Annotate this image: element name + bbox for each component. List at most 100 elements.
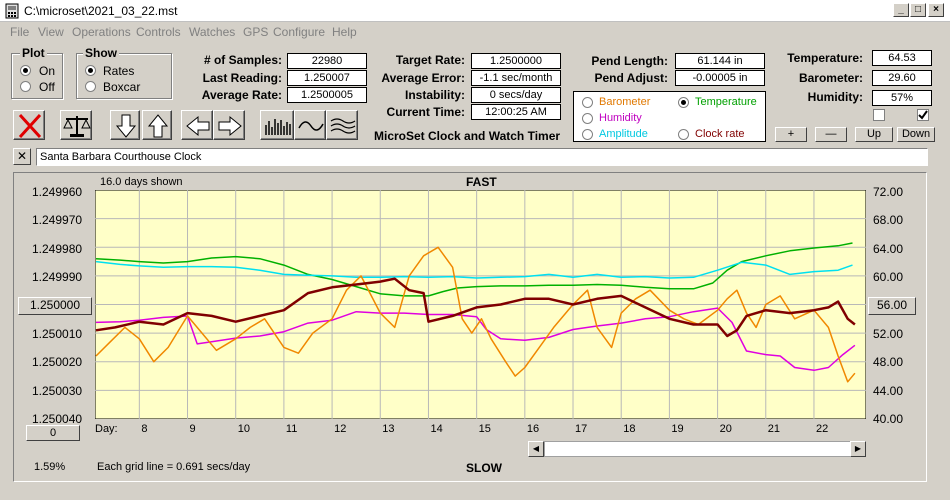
arrow-up-button[interactable] <box>142 110 172 140</box>
day-tick-label: 14 <box>430 423 443 435</box>
show-group <box>76 53 172 99</box>
scroll-right-button[interactable]: ▶ <box>850 441 866 457</box>
days-shown-label: 16.0 days shown <box>100 176 183 188</box>
menu-controls[interactable]: Controls <box>136 25 181 39</box>
show-boxcar-label: Boxcar <box>103 80 141 94</box>
checkmark-icon <box>918 110 928 120</box>
left-scroll-value-button[interactable]: 0 <box>26 425 80 441</box>
multi-wave-button[interactable] <box>326 110 358 140</box>
left-axis-tick: 1.250010 <box>32 327 83 341</box>
humidity-option-label: Humidity <box>599 112 642 124</box>
horizontal-scrollbar[interactable] <box>544 441 851 457</box>
pend-adjust-value: -0.00005 in <box>675 70 765 86</box>
right-axis-tick: 64.00 <box>873 242 904 256</box>
reference-temperature-button[interactable]: 56.00 <box>868 297 916 315</box>
menu-watches[interactable]: Watches <box>189 25 236 39</box>
samples-label: # of Samples: <box>203 53 282 67</box>
option-checkbox-left[interactable] <box>873 109 885 121</box>
clock-name-field[interactable]: Santa Barbara Courthouse Clock <box>36 148 928 166</box>
average-error-label: Average Error: <box>381 71 465 85</box>
barometer-radio[interactable] <box>582 97 593 108</box>
window-title: C:\microset\2021_03_22.mst <box>24 4 178 18</box>
grid-note: Each grid line = 0.691 secs/day <box>97 461 251 473</box>
barometer-option-label: Barometer <box>599 96 651 108</box>
average-rate-value: 1.2500005 <box>287 87 367 103</box>
series-line-2 <box>95 307 856 372</box>
show-boxcar-radio[interactable] <box>85 81 96 92</box>
option-checkbox-right[interactable] <box>917 109 929 121</box>
day-tick-label: 17 <box>575 423 588 435</box>
menu-configure[interactable]: Configure <box>273 25 326 39</box>
clock-rate-radio[interactable] <box>678 129 689 140</box>
humidity-value: 57% <box>872 90 932 106</box>
current-time-value: 12:00:25 AM <box>471 104 561 120</box>
left-axis-tick: 1.249990 <box>32 270 83 284</box>
title-bar: C:\microset\2021_03_22.mst _ □ × <box>0 0 950 22</box>
left-axis-tick: 1.250030 <box>32 384 83 398</box>
arrow-right-button[interactable] <box>213 110 245 140</box>
instability-label: Instability: <box>404 88 465 102</box>
day-tick-label: 19 <box>671 423 684 435</box>
day-axis-label: Day: <box>95 423 118 435</box>
chart-grid <box>95 190 866 419</box>
humidity-radio[interactable] <box>582 113 593 124</box>
multi-wave-icon <box>330 118 356 134</box>
menu-gps[interactable]: GPS <box>243 25 269 39</box>
arrow-left-icon <box>186 115 210 137</box>
menu-operations[interactable]: Operations <box>72 25 131 39</box>
target-rate-value: 1.2500000 <box>471 53 561 69</box>
clock-rate-option-label: Clock rate <box>695 128 745 140</box>
right-axis-tick: 60.00 <box>873 270 904 284</box>
maximize-button[interactable]: □ <box>910 3 926 17</box>
menu-view[interactable]: View <box>38 25 64 39</box>
day-tick-label: 20 <box>719 423 732 435</box>
day-tick-label: 15 <box>478 423 491 435</box>
right-axis-tick: 44.00 <box>873 384 904 398</box>
clear-icon <box>18 113 42 139</box>
day-tick-label: 11 <box>285 423 298 435</box>
scale-down-button[interactable]: Down <box>897 127 935 142</box>
wave-button[interactable] <box>294 110 326 140</box>
close-window-button[interactable]: × <box>928 3 944 17</box>
arrow-down-button[interactable] <box>110 110 140 140</box>
histogram-button[interactable] <box>260 110 294 140</box>
arrow-down-icon <box>115 114 137 138</box>
app-icon <box>5 3 19 19</box>
day-tick-label: 21 <box>767 423 781 435</box>
left-axis-tick: 1.249970 <box>32 213 83 227</box>
arrow-left-button[interactable] <box>181 110 213 140</box>
show-rates-label: Rates <box>103 64 135 78</box>
temperature-option-label: Temperature <box>695 96 757 108</box>
day-tick-label: 9 <box>189 423 196 435</box>
fast-label: FAST <box>466 175 497 189</box>
chart-frame <box>13 172 927 482</box>
clock-name-close-button[interactable]: ✕ <box>13 148 31 165</box>
right-axis-tick: 40.00 <box>873 412 904 426</box>
scroll-left-button[interactable]: ◀ <box>528 441 544 457</box>
reference-rate-button[interactable]: 1.250000 <box>18 297 92 315</box>
slow-label: SLOW <box>466 461 502 475</box>
menu-help[interactable]: Help <box>332 25 357 39</box>
right-axis-tick: 52.00 <box>873 327 904 341</box>
plot-off-label: Off <box>39 80 55 94</box>
day-tick-label: 12 <box>334 423 347 435</box>
scale-minus-button[interactable]: — <box>815 127 847 142</box>
day-tick-label: 22 <box>815 423 829 435</box>
show-rates-radio[interactable] <box>85 65 96 76</box>
left-axis-tick: 1.249980 <box>32 242 83 256</box>
scale-up-button[interactable]: Up <box>855 127 893 142</box>
scrollbar-thumb[interactable] <box>545 442 851 456</box>
average-rate-label: Average Rate: <box>201 88 282 102</box>
balance-button[interactable] <box>60 110 92 140</box>
temperature-radio[interactable] <box>678 97 689 108</box>
day-tick-label: 16 <box>526 423 540 435</box>
amplitude-radio[interactable] <box>582 129 593 140</box>
menu-file[interactable]: File <box>10 25 30 39</box>
plot-on-radio[interactable] <box>20 65 31 76</box>
menu-bar: File View Operations Controls Watches GP… <box>0 22 950 42</box>
chart-plot <box>95 190 866 419</box>
plot-off-radio[interactable] <box>20 81 31 92</box>
clear-button[interactable] <box>13 110 45 140</box>
minimize-button[interactable]: _ <box>893 3 909 17</box>
scale-plus-button[interactable]: + <box>775 127 807 142</box>
